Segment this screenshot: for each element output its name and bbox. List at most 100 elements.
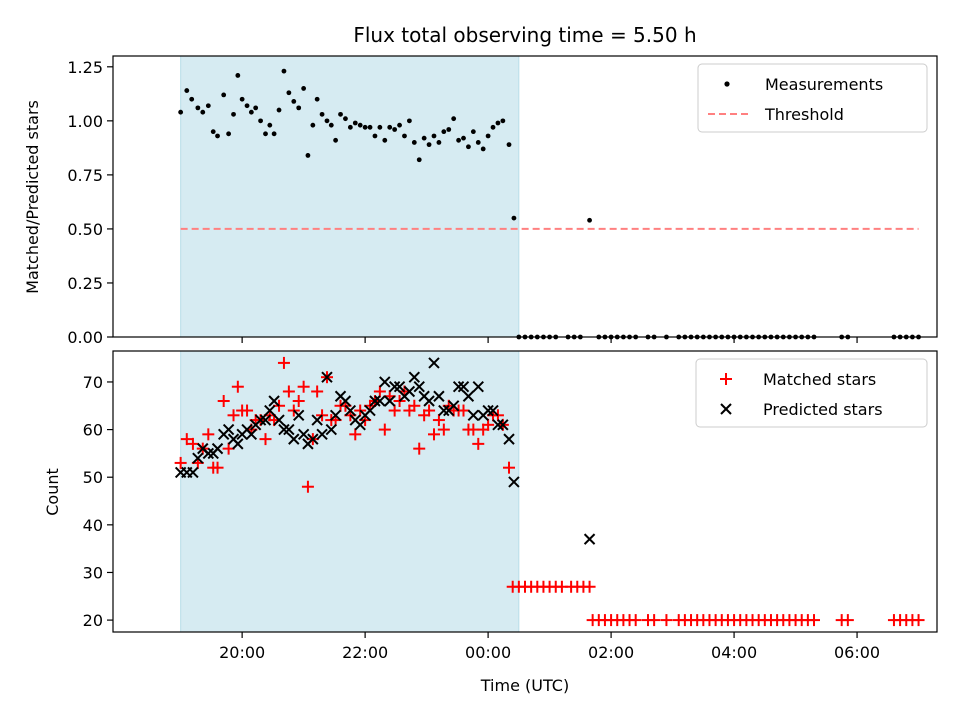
measurement-point bbox=[352, 120, 358, 126]
measurement-point bbox=[377, 124, 383, 130]
predicted-star-point bbox=[344, 404, 357, 417]
matched-star-point bbox=[297, 380, 310, 393]
predicted-star-point bbox=[428, 357, 440, 369]
measurement-point bbox=[301, 86, 307, 91]
measurement-point bbox=[291, 98, 297, 104]
predicted-star-point bbox=[325, 423, 338, 436]
predicted-star-point bbox=[222, 423, 235, 436]
matched-star-point bbox=[311, 385, 324, 398]
measurement-point bbox=[226, 131, 232, 137]
top-ytick-label: 0.50 bbox=[67, 220, 103, 239]
predicted-star-point bbox=[374, 395, 386, 407]
measurement-point bbox=[506, 142, 512, 148]
predicted-star-point bbox=[497, 419, 509, 431]
matched-star-point bbox=[482, 418, 495, 431]
matched-star-point bbox=[259, 433, 272, 446]
predicted-star-point bbox=[316, 428, 328, 441]
top-y-axis-label: Matched/Predicted stars bbox=[23, 100, 42, 294]
predicted-star-point bbox=[492, 419, 504, 431]
measurement-point bbox=[347, 124, 353, 130]
measurement-point bbox=[456, 137, 461, 143]
predicted-star-point bbox=[364, 404, 376, 417]
measurement-point bbox=[263, 131, 268, 137]
measurement-point bbox=[343, 116, 348, 122]
matched-star-point bbox=[202, 428, 215, 441]
measurement-point bbox=[446, 127, 452, 132]
predicted-star-point bbox=[264, 404, 276, 417]
measurement-point bbox=[178, 109, 184, 115]
xtick-label: 22:00 bbox=[342, 643, 388, 662]
bottom-panel: 20 30 40 50 60 70 20:00 22:00 00:00 02:00 04:00 06… bbox=[43, 350, 938, 695]
predicted-star-point bbox=[202, 447, 215, 460]
bottom-legend-box bbox=[695, 358, 928, 428]
measurement-point bbox=[319, 111, 325, 117]
measurement-point bbox=[333, 137, 339, 143]
predicted-star-point bbox=[423, 395, 435, 407]
bottom-legend: Matched stars Predicted stars bbox=[695, 358, 928, 428]
measurement-point bbox=[271, 131, 277, 137]
measurement-point bbox=[402, 133, 407, 139]
predicted-star-point bbox=[482, 404, 494, 417]
measurement-point bbox=[372, 133, 378, 139]
measurement-point bbox=[397, 122, 402, 128]
measurement-point bbox=[239, 96, 245, 102]
bot-ytick-label: 70 bbox=[83, 373, 103, 392]
measurement-point bbox=[189, 96, 195, 102]
predicted-star-point bbox=[339, 395, 352, 407]
predicted-star-point bbox=[583, 533, 596, 545]
measurement-point bbox=[221, 92, 227, 98]
measurement-point bbox=[441, 129, 447, 135]
predicted-star-point bbox=[438, 404, 450, 417]
measurement-point bbox=[267, 122, 273, 128]
legend-threshold-label: Threshold bbox=[764, 105, 844, 124]
measurement-point bbox=[314, 96, 320, 102]
predicted-star-point bbox=[273, 414, 285, 426]
predicted-star-point bbox=[297, 428, 310, 441]
matched-star-point bbox=[629, 614, 642, 627]
predicted-star-point bbox=[487, 404, 499, 417]
predicted-star-point bbox=[293, 409, 305, 422]
legend-measurements-label: Measurements bbox=[765, 75, 883, 94]
legend-predicted-marker bbox=[720, 403, 732, 415]
top-legend-box bbox=[697, 63, 928, 133]
measurement-point bbox=[195, 105, 201, 111]
matched-star-point bbox=[432, 414, 445, 427]
measurement-point bbox=[281, 68, 287, 74]
matched-star-point bbox=[282, 385, 295, 398]
matched-star-point bbox=[583, 580, 596, 593]
measurement-point bbox=[495, 120, 501, 126]
top-legend: Measurements Threshold bbox=[697, 63, 928, 133]
measurement-point bbox=[310, 122, 316, 128]
predicted-star-point bbox=[369, 395, 381, 407]
matched-star-point bbox=[427, 428, 440, 441]
measurement-point bbox=[305, 153, 311, 158]
xtick-label: 04:00 bbox=[711, 643, 757, 662]
matched-star-point bbox=[423, 404, 436, 417]
measurement-point bbox=[324, 118, 330, 124]
matched-star-point bbox=[648, 614, 661, 627]
predicted-star-point bbox=[393, 381, 406, 393]
matched-star-point bbox=[349, 428, 362, 441]
top-shaded-span bbox=[180, 55, 520, 338]
matched-star-point bbox=[808, 614, 821, 627]
measurement-point bbox=[451, 116, 457, 122]
measurement-point bbox=[466, 144, 471, 150]
predicted-star-point bbox=[403, 385, 416, 398]
predicted-star-point bbox=[187, 466, 199, 479]
predicted-star-point bbox=[413, 381, 425, 393]
predicted-star-point bbox=[283, 423, 295, 436]
legend-predicted-label: Predicted stars bbox=[763, 400, 883, 419]
predicted-star-point bbox=[447, 400, 460, 412]
measurement-point bbox=[587, 217, 592, 223]
top-axes-frame bbox=[112, 55, 938, 338]
measurement-point bbox=[357, 122, 363, 128]
predicted-star-point bbox=[388, 381, 401, 393]
predicted-star-point bbox=[379, 376, 391, 388]
measurement-point bbox=[511, 215, 517, 221]
predicted-star-point bbox=[211, 442, 224, 455]
measurement-point bbox=[431, 133, 437, 139]
measurement-point bbox=[338, 111, 343, 117]
predicted-star-point bbox=[245, 428, 258, 441]
matched-star-point bbox=[660, 614, 673, 627]
predicted-star-point bbox=[278, 423, 290, 436]
